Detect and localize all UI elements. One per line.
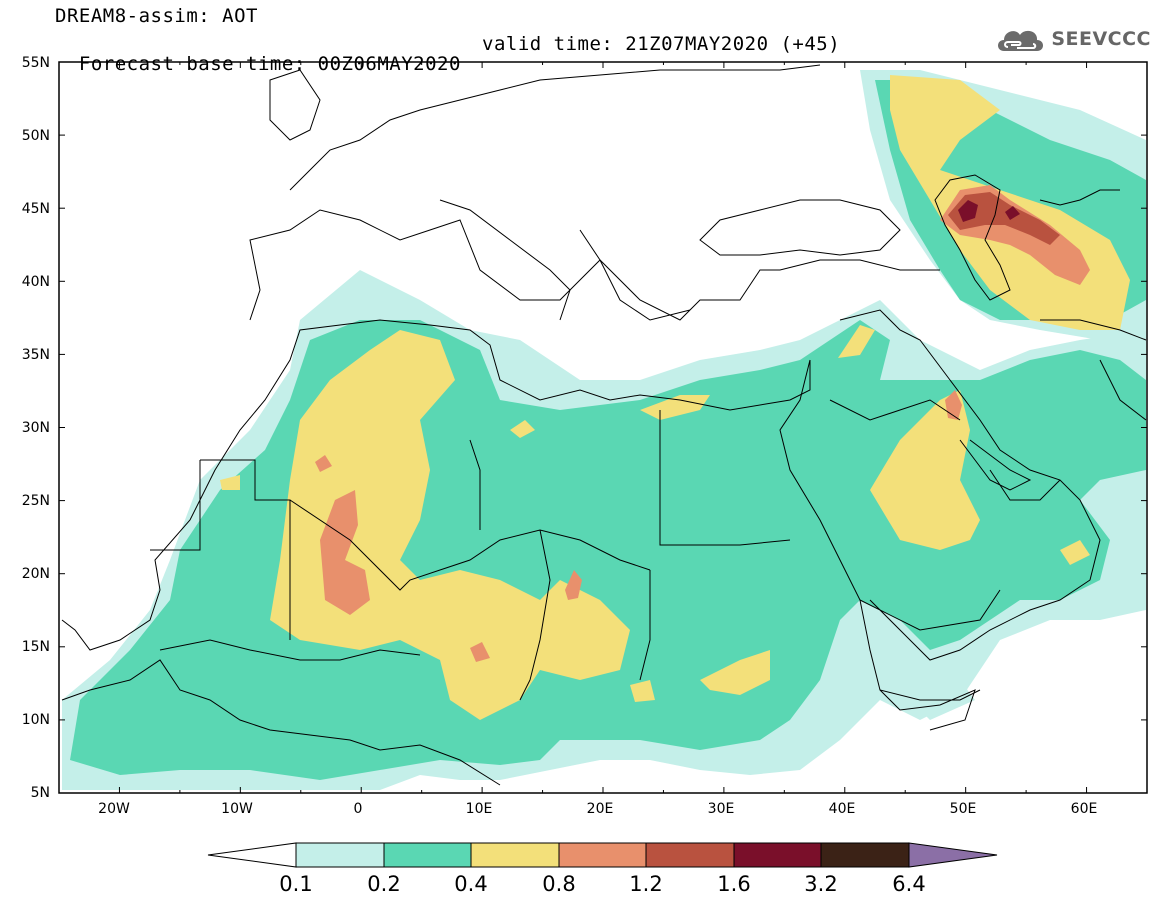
colorbar-label-0.1: 0.1 bbox=[279, 872, 312, 896]
lon-label-10w: 10W bbox=[221, 801, 253, 817]
colorbar-segment-3.2 bbox=[820, 842, 910, 868]
aot-band-1.6 bbox=[958, 200, 1020, 222]
cloud-icon bbox=[998, 30, 1044, 51]
colorbar-label-0.4: 0.4 bbox=[454, 872, 487, 896]
colorbar-label-6.4: 6.4 bbox=[892, 872, 925, 896]
lon-label-50e: 50E bbox=[950, 801, 977, 817]
lat-label-10n: 10N bbox=[22, 712, 50, 728]
colorbar-label-1.2: 1.2 bbox=[629, 872, 662, 896]
colorbar-segment-1.6 bbox=[733, 842, 822, 868]
colorbar-label-0.2: 0.2 bbox=[367, 872, 400, 896]
aot-field bbox=[62, 70, 1146, 790]
colorbar-label-3.2: 3.2 bbox=[804, 872, 837, 896]
lat-label-5n: 5N bbox=[31, 785, 50, 801]
colorbar-extend-high bbox=[908, 842, 998, 868]
lon-label-20w: 20W bbox=[98, 801, 130, 817]
lat-label-15n: 15N bbox=[22, 639, 50, 655]
axis-ticks bbox=[58, 61, 1148, 794]
lat-label-50n: 50N bbox=[22, 128, 50, 144]
colorbar: 0.1 0.2 0.4 0.8 1.2 1.6 3.2 6.4 bbox=[207, 842, 998, 896]
lon-label-40e: 40E bbox=[829, 801, 856, 817]
lat-label-25n: 25N bbox=[22, 493, 50, 509]
lon-label-10e: 10E bbox=[466, 801, 493, 817]
colorbar-label-1.6: 1.6 bbox=[717, 872, 750, 896]
valid-time: valid time: 21Z07MAY2020 (+45) bbox=[482, 33, 841, 55]
forecast-time-line: Forecast base time: 00Z06MAY2020 valid t… bbox=[55, 34, 840, 94]
lon-label-30e: 30E bbox=[708, 801, 735, 817]
longitude-labels: 20W 10W 0 10E 20E 30E 40E 50E 60E bbox=[98, 801, 1097, 817]
latitude-labels: 55N 50N 45N 40N 35N 30N 25N 20N 15N 10N … bbox=[22, 55, 50, 801]
colorbar-segment-0.4 bbox=[470, 842, 560, 868]
lat-label-55n: 55N bbox=[22, 55, 50, 71]
lat-label-30n: 30N bbox=[22, 420, 50, 436]
colorbar-segment-0.1 bbox=[295, 842, 385, 868]
colorbar-segment-0.2 bbox=[383, 842, 472, 868]
lon-label-0: 0 bbox=[354, 801, 363, 817]
lat-label-40n: 40N bbox=[22, 274, 50, 290]
lat-label-45n: 45N bbox=[22, 201, 50, 217]
lat-label-35n: 35N bbox=[22, 347, 50, 363]
coastlines bbox=[61, 64, 1147, 786]
colorbar-extend-low bbox=[207, 842, 297, 868]
chart-title: DREAM8-assim: AOT bbox=[55, 5, 258, 27]
lon-label-20e: 20E bbox=[587, 801, 614, 817]
lon-label-60e: 60E bbox=[1071, 801, 1098, 817]
colorbar-segment-1.2 bbox=[645, 842, 735, 868]
logo-text: SEEVCCC bbox=[1051, 28, 1151, 50]
seevccc-logo: SEEVCCC bbox=[995, 24, 1151, 54]
lat-label-20n: 20N bbox=[22, 566, 50, 582]
colorbar-segment-0.8 bbox=[558, 842, 647, 868]
forecast-base-time: Forecast base time: 00Z06MAY2020 bbox=[78, 53, 461, 75]
colorbar-label-0.8: 0.8 bbox=[542, 872, 575, 896]
